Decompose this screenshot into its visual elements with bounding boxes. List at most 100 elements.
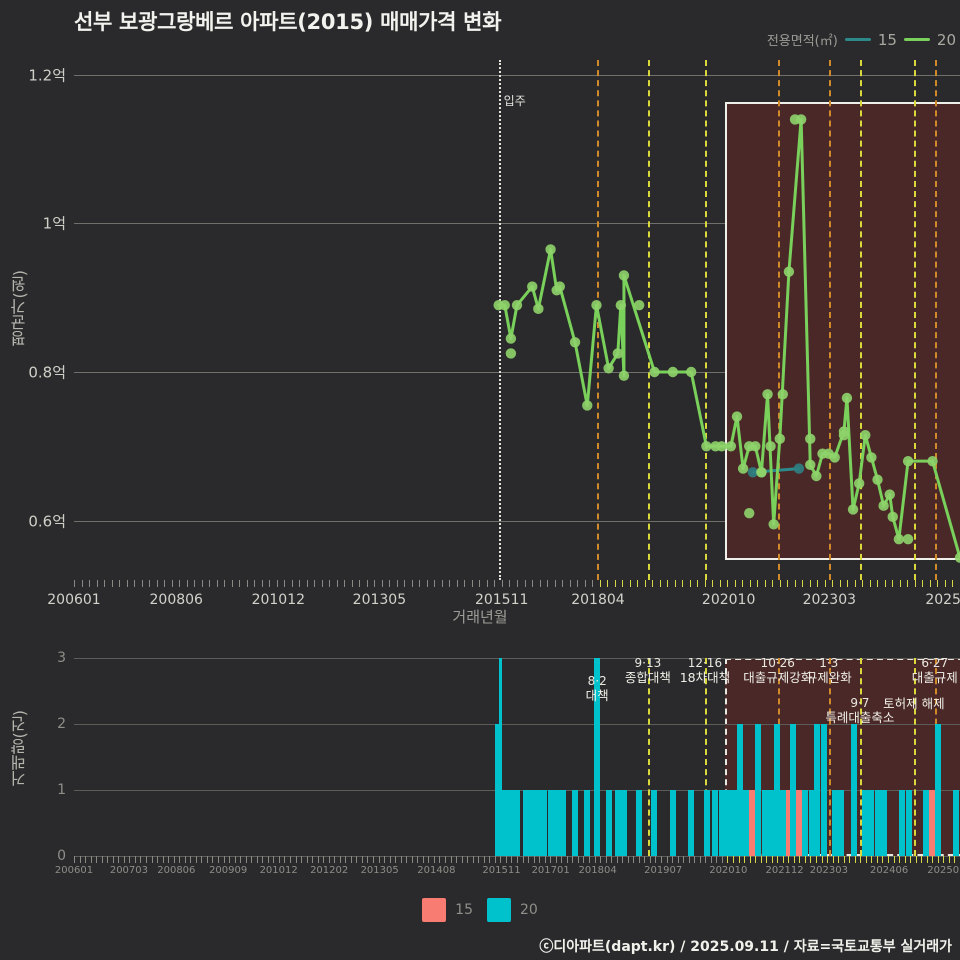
data-point-20 [765,441,776,452]
bar-15 [928,790,935,856]
legend-label-15: 15 [877,30,897,49]
x-tick-label: 201305 [360,865,399,876]
event-annotation: 9·13 종합대책 [625,656,671,685]
bar-20 [703,790,710,856]
data-point-20 [725,441,737,452]
data-point-20 [737,463,749,474]
bar-20 [862,790,869,856]
bar-20 [572,790,579,856]
bar-15 [785,790,792,856]
volume-chart: 8·2 대책 9·13 종합대책 12·16 18차대책 10·26 대출규제강화 1·3 규제완… [55,650,960,876]
bar-20 [535,790,542,856]
x-tick-label: 201804 [571,592,625,608]
x-tick-label: 201305 [352,592,407,608]
price-y-axis-title: 평균가(원) [10,270,29,347]
y-tick-label: 2 [57,716,66,732]
data-point-20 [860,429,871,441]
volume-x-tick-strip [74,856,960,863]
event-name: 대책 [585,688,609,703]
data-point-20 [902,533,914,545]
event-annotation: 10·26 대출규제강화 [743,656,812,685]
gridline [74,724,960,725]
event-annotation: 6·27 대출규제 [912,656,958,685]
data-point-20 [750,441,761,452]
bar-20 [560,790,567,856]
y-tick-label: 1.2억 [28,66,66,85]
x-tick-label: 20250 [927,865,960,876]
event-line [934,60,937,580]
data-point-20 [756,467,767,478]
bar-20 [923,790,930,856]
bar-15 [749,790,756,856]
event-name: 대출규제강화 [743,670,813,685]
event-annotation: 12·16 18차대책 [680,656,730,685]
x-tick-label: 201511 [474,592,529,608]
x-tick-label: 202303 [802,592,857,608]
data-point-20 [866,452,877,463]
bar-20 [529,790,536,856]
bar-20 [850,724,857,856]
data-point-20 [649,366,660,378]
data-point-20 [612,348,624,359]
bar-20 [905,790,912,856]
occupancy-line [498,60,501,580]
data-point-20 [762,389,773,400]
x-tick-label: 201012 [259,865,298,876]
event-line [828,60,831,580]
x-tick-label: 2025 [925,592,960,608]
bar-20 [880,790,887,856]
event-line [777,60,780,580]
bottom-legend-item-20: 20 [487,898,538,922]
x-tick-label: 202010 [701,592,756,608]
event-date: 9·7 [850,696,870,710]
x-tick-label: 202112 [765,865,804,876]
gridline [74,372,960,373]
legend-swatch-20 [903,38,930,41]
x-tick-label: 201408 [417,865,456,876]
event-line [647,60,650,580]
bar-20 [868,790,875,856]
bar-20 [669,790,676,856]
data-point-20 [847,504,859,515]
data-point-20 [591,299,602,311]
bar-20 [832,790,839,856]
legend-swatch-15 [844,38,871,41]
data-point-20 [701,441,712,452]
event-date: 10·26 [760,656,795,670]
bar-20 [541,790,548,856]
bar-20 [712,790,719,856]
data-point-20 [731,411,743,422]
data-point-20 [618,270,630,281]
gridline [74,658,960,659]
bar-20 [724,790,731,856]
bar-20 [779,790,786,856]
price-series-layer [493,114,960,563]
x-tick-label: 202406 [870,865,909,876]
data-point-20 [744,507,755,519]
x-tick-label: 202010 [709,865,748,876]
data-point-20 [902,455,914,467]
x-tick-label: 200909 [209,865,248,876]
data-point-20 [887,511,898,523]
x-tick-label: 200806 [157,865,196,876]
y-tick-label: 3 [57,650,66,666]
data-point-20 [811,470,822,482]
data-point-20 [554,281,565,292]
bar-20 [651,790,658,856]
data-point-20 [884,489,895,500]
event-line [704,60,707,580]
event-annotation: 9·7 특례대출축소 [825,696,894,725]
x-tick-label: 201907 [644,865,683,876]
event-name: 특례대출축소 [825,710,895,725]
bar-20 [899,790,906,856]
bar-20 [636,790,643,856]
gridline [74,223,960,225]
bar-20 [615,790,621,856]
event-name: 종합대책 [624,670,671,685]
bar-20 [495,724,502,856]
bar-20 [952,790,959,856]
event-date: 8·2 [587,674,607,688]
y-tick-label: 0.8억 [28,363,66,382]
bar-20 [718,790,725,856]
data-point-20 [774,433,785,445]
